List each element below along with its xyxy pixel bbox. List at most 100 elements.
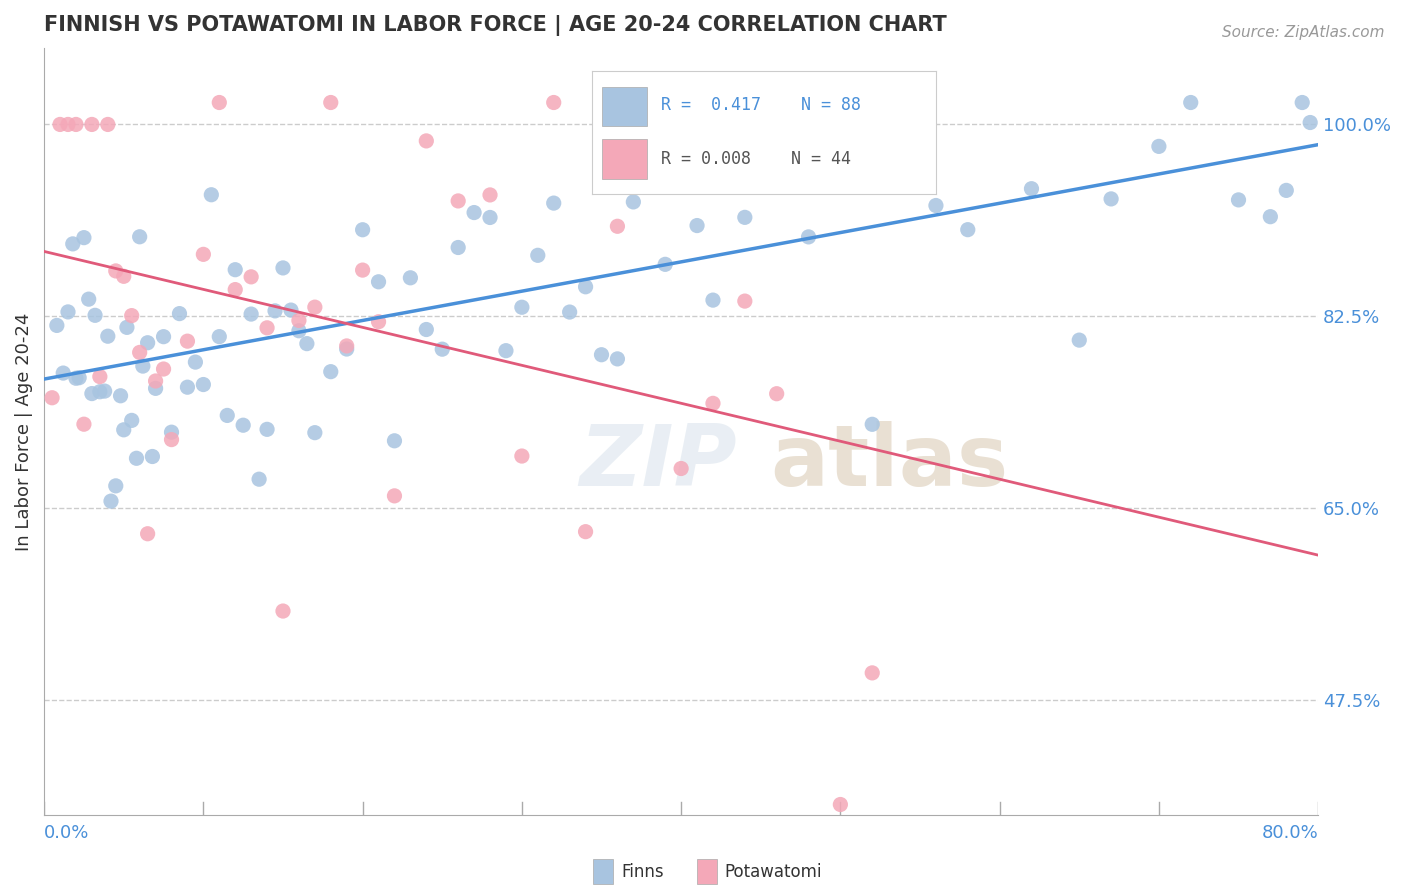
Point [702,396,724,410]
Point [89,384,111,399]
Point [860,417,883,432]
Point [121,413,143,427]
Point [56,118,79,132]
Point [271,260,294,275]
Point [765,386,787,401]
Point [830,797,852,812]
Point [112,269,135,284]
Point [49,118,72,132]
Point [860,665,883,680]
Point [1275,183,1298,197]
Point [176,380,198,394]
Point [574,280,596,294]
Point [336,339,359,353]
Point [125,451,148,466]
Bar [697,860,717,885]
Point [638,95,661,110]
Point [77,292,100,306]
Point [80,386,103,401]
Point [93,384,115,398]
Point [669,172,692,186]
Point [136,526,159,541]
Point [830,102,852,116]
Point [128,229,150,244]
Point [319,95,342,110]
Point [399,270,422,285]
Point [527,248,550,262]
Point [1291,95,1313,110]
Point [352,263,374,277]
Point [654,257,676,271]
Point [558,305,581,319]
Point [100,494,122,508]
Point [193,377,215,392]
Point [367,315,389,329]
Text: Source: ZipAtlas.com: Source: ZipAtlas.com [1222,25,1385,40]
Point [510,449,533,463]
Point [152,329,174,343]
Point [1069,333,1091,347]
Point [463,205,485,219]
Point [1227,193,1250,207]
Point [73,417,96,432]
Point [65,118,87,132]
Point [621,194,644,209]
Y-axis label: In Labor Force | Age 20-24: In Labor Force | Age 20-24 [15,312,32,550]
Point [136,335,159,350]
Point [638,150,661,164]
Text: ZIP: ZIP [579,421,737,504]
Point [45,318,67,333]
Point [73,230,96,244]
Text: 0.0%: 0.0% [44,824,90,842]
Point [797,230,820,244]
Point [152,362,174,376]
Point [200,187,222,202]
Point [669,461,692,475]
Point [41,391,63,405]
Point [288,324,311,338]
Point [543,196,565,211]
Point [384,489,406,503]
Point [208,95,231,110]
Point [686,219,709,233]
Point [336,342,359,356]
Point [56,305,79,319]
Point [247,472,270,486]
Point [1021,182,1043,196]
Point [415,322,437,336]
Point [89,369,111,384]
Point [240,269,263,284]
Point [479,188,502,202]
Point [141,450,163,464]
Point [271,604,294,618]
Point [184,355,207,369]
Point [734,211,756,225]
Point [304,425,326,440]
Point [128,345,150,359]
Point [765,114,787,128]
Point [132,359,155,373]
Point [319,365,342,379]
Text: 80.0%: 80.0% [1261,824,1319,842]
Point [80,118,103,132]
Point [384,434,406,448]
Point [224,283,246,297]
Point [52,366,75,380]
Point [591,348,613,362]
Point [304,300,326,314]
Point [606,219,628,234]
Point [447,194,470,208]
Point [893,147,915,161]
Point [224,262,246,277]
Point [352,223,374,237]
Point [145,381,167,395]
Point [288,313,311,327]
Text: atlas: atlas [770,421,1008,504]
Point [543,95,565,110]
Point [264,304,287,318]
Point [121,309,143,323]
Point [112,423,135,437]
Point [256,321,278,335]
Point [84,309,107,323]
Point [1180,95,1202,110]
